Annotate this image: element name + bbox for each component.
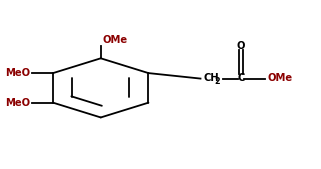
- Text: CH: CH: [203, 73, 219, 83]
- Text: 2: 2: [215, 77, 220, 86]
- Text: OMe: OMe: [102, 35, 127, 45]
- Text: C: C: [237, 73, 245, 83]
- Text: MeO: MeO: [5, 98, 30, 108]
- Text: MeO: MeO: [5, 68, 30, 78]
- Text: OMe: OMe: [267, 73, 293, 83]
- Text: O: O: [237, 41, 245, 51]
